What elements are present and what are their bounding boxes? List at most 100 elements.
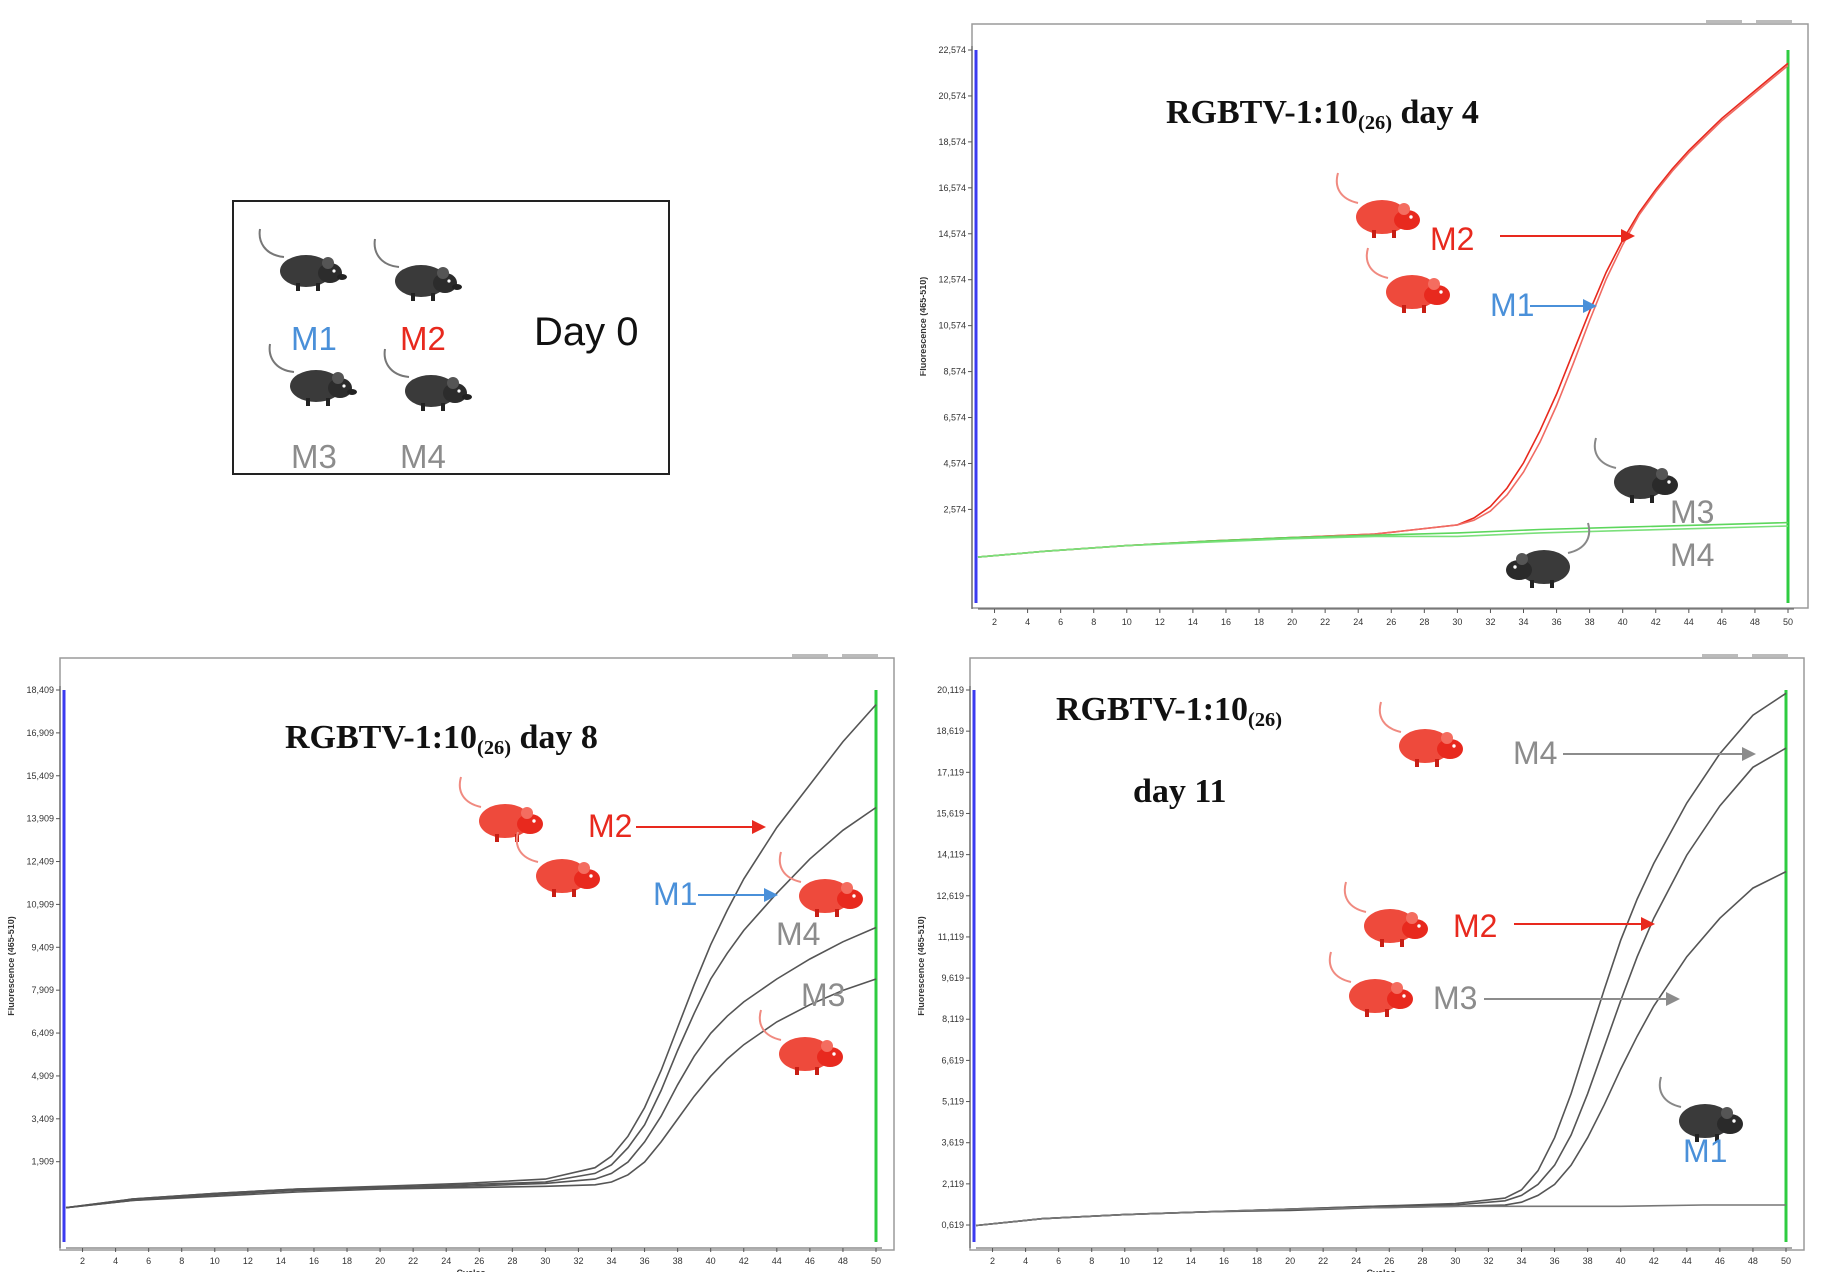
x-tick-label: 16 — [1221, 617, 1231, 627]
x-tick-label: 38 — [1583, 1256, 1593, 1266]
y-tick-label: 20,574 — [938, 91, 966, 101]
y-tick-label: 4,909 — [31, 1071, 54, 1081]
x-tick-label: 42 — [739, 1256, 749, 1266]
x-tick-label: 28 — [1417, 1256, 1427, 1266]
x-tick-label: 8 — [1089, 1256, 1094, 1266]
mouse-label-m4: M4 — [400, 438, 446, 475]
x-tick-label: 10 — [210, 1256, 220, 1266]
x-tick-label: 24 — [1351, 1256, 1361, 1266]
x-tick-label: 50 — [1783, 617, 1793, 627]
day0-label: Day 0 — [534, 310, 639, 354]
callout-label-m1: M1 — [1683, 1133, 1727, 1169]
x-tick-label: 12 — [243, 1256, 253, 1266]
y-tick-label: 14,119 — [937, 850, 964, 860]
x-tick-label: 30 — [1450, 1256, 1460, 1266]
callout-label-m2: M2 — [1430, 221, 1474, 257]
callout-label-m3: M3 — [1433, 980, 1477, 1016]
series-line-m3 — [65, 978, 877, 1209]
x-tick-label: 44 — [1684, 617, 1694, 627]
x-tick-label: 12 — [1153, 1256, 1163, 1266]
mouse-icon — [1506, 522, 1591, 588]
callout-label-m1: M1 — [1490, 287, 1534, 323]
y-tick-label: 18,619 — [936, 726, 964, 736]
chart-title: RGBTV-1:10(26) day 8 — [285, 719, 598, 759]
mouse-icon — [1593, 437, 1678, 503]
x-tick-label: 22 — [1318, 1256, 1328, 1266]
mouse-icon — [515, 831, 600, 897]
callout-label-m4: M4 — [776, 916, 820, 952]
x-tick-label: 42 — [1651, 617, 1661, 627]
x-tick-label: 2 — [990, 1256, 995, 1266]
x-tick-label: 10 — [1120, 1256, 1130, 1266]
y-tick-label: 3,409 — [31, 1114, 54, 1124]
y-tick-label: 22,574 — [938, 45, 966, 55]
mouse-icon-m4 — [379, 347, 475, 422]
x-tick-label: 48 — [1750, 617, 1760, 627]
y-tick-label: 12,619 — [936, 891, 964, 901]
callout-label-m3: M3 — [801, 977, 845, 1013]
y-tick-label: 17,119 — [937, 767, 964, 777]
x-tick-label: 14 — [1186, 1256, 1196, 1266]
y-tick-label: 6,409 — [31, 1028, 54, 1038]
x-tick-label: 44 — [1682, 1256, 1692, 1266]
y-tick-label: 15,409 — [26, 771, 54, 781]
x-tick-label: 18 — [1254, 617, 1264, 627]
series-line-m1 — [65, 806, 877, 1209]
y-tick-label: 9,409 — [31, 942, 54, 952]
chart-title: RGBTV-1:10(26) — [1056, 691, 1282, 731]
y-tick-label: 8,574 — [943, 367, 966, 377]
x-tick-label: 48 — [838, 1256, 848, 1266]
x-tick-label: 28 — [1419, 617, 1429, 627]
x-tick-label: 6 — [146, 1256, 151, 1266]
y-tick-label: 10,574 — [938, 321, 966, 331]
x-tick-label: 24 — [441, 1256, 451, 1266]
chart-svg: 2 4 6 8 10 12 14 16 18 20 22 24 26 28 30 32 34 36 38 40 42 44… — [918, 654, 1805, 1272]
x-tick-label: 20 — [1285, 1256, 1295, 1266]
x-axis-label: Cycles — [456, 1268, 485, 1272]
chart-title-line2: day 11 — [1133, 773, 1227, 810]
callout-arrowhead — [1742, 747, 1756, 761]
mouse-icon — [1328, 951, 1413, 1017]
x-tick-label: 36 — [640, 1256, 650, 1266]
x-tick-label: 20 — [375, 1256, 385, 1266]
callout-label-m3: M3 — [1670, 494, 1714, 530]
x-tick-label: 4 — [1023, 1256, 1028, 1266]
series-line-m4 — [65, 926, 877, 1209]
y-tick-label: 2,574 — [943, 504, 966, 514]
x-tick-label: 8 — [1091, 617, 1096, 627]
day0-legend-box: M1 M2 M3 M4 Day 0 — [232, 200, 670, 475]
chart-frame — [971, 23, 1809, 609]
x-tick-label: 38 — [1585, 617, 1595, 627]
x-tick-label: 14 — [1188, 617, 1198, 627]
x-tick-label: 50 — [871, 1256, 881, 1266]
x-tick-label: 16 — [309, 1256, 319, 1266]
x-tick-label: 44 — [772, 1256, 782, 1266]
x-tick-label: 22 — [408, 1256, 418, 1266]
y-tick-label: 11,119 — [938, 932, 964, 942]
y-tick-label: 12,574 — [938, 275, 966, 285]
y-tick-label: 20,119 — [937, 685, 964, 695]
y-tick-label: 16,909 — [26, 728, 54, 738]
y-tick-label: 16,574 — [938, 183, 966, 193]
mouse-icon — [1335, 172, 1420, 238]
x-tick-label: 36 — [1552, 617, 1562, 627]
callout-arrowhead — [764, 888, 778, 902]
x-tick-label: 34 — [1519, 617, 1529, 627]
x-tick-label: 40 — [1618, 617, 1628, 627]
y-tick-label: 8,119 — [942, 1014, 964, 1024]
x-tick-label: 10 — [1122, 617, 1132, 627]
x-tick-label: 2 — [80, 1256, 85, 1266]
callout-label-m1: M1 — [653, 876, 697, 912]
y-tick-label: 2,119 — [942, 1179, 964, 1189]
y-tick-label: 15,619 — [936, 808, 964, 818]
y-tick-label: 4,574 — [943, 458, 966, 468]
x-tick-label: 4 — [113, 1256, 118, 1266]
x-tick-label: 2 — [992, 617, 997, 627]
x-tick-label: 46 — [1715, 1256, 1725, 1266]
x-tick-label: 4 — [1025, 617, 1030, 627]
chart-svg: 2 4 6 8 10 12 14 16 18 20 22 24 26 28 30 32 34 36 38 40 42 44… — [8, 654, 895, 1272]
chart-title: RGBTV-1:10(26) day 4 — [1166, 94, 1479, 134]
x-tick-label: 32 — [1483, 1256, 1493, 1266]
mouse-icon — [778, 851, 863, 917]
x-tick-label: 18 — [342, 1256, 352, 1266]
